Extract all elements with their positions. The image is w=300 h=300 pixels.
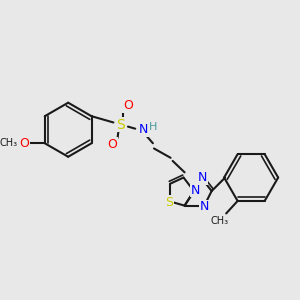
Text: O: O [19, 137, 29, 150]
Text: N: N [198, 171, 207, 184]
Text: N: N [139, 123, 148, 136]
Text: S: S [165, 196, 173, 209]
Text: N: N [190, 184, 200, 196]
Text: H: H [149, 122, 157, 132]
Text: CH₃: CH₃ [0, 138, 17, 148]
Text: O: O [123, 99, 133, 112]
Text: CH₃: CH₃ [211, 216, 229, 226]
Text: N: N [200, 200, 209, 213]
Text: S: S [116, 118, 125, 131]
Text: O: O [107, 138, 117, 151]
